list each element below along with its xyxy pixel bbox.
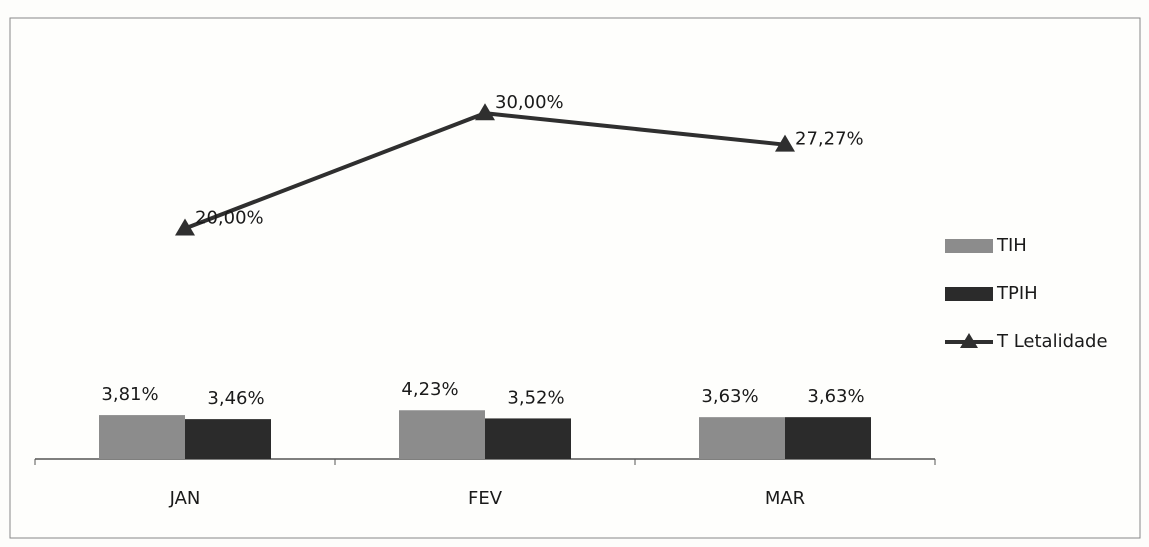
- line-value-label: 27,27%: [795, 129, 864, 150]
- line-marker: [175, 218, 195, 236]
- legend-label: TIH: [996, 235, 1027, 256]
- bar: [399, 410, 485, 459]
- bar-value-label: 3,46%: [207, 388, 264, 409]
- line-value-label: 20,00%: [195, 207, 264, 228]
- line-value-label: 30,00%: [495, 92, 564, 113]
- bar: [99, 415, 185, 459]
- x-tick-label: FEV: [468, 488, 503, 509]
- bar-value-label: 3,52%: [507, 387, 564, 408]
- bar: [185, 419, 271, 459]
- bar-value-label: 3,81%: [101, 384, 158, 405]
- bar-value-label: 3,63%: [807, 386, 864, 407]
- bar: [699, 417, 785, 459]
- legend-label: TPIH: [996, 283, 1038, 304]
- chart-frame: [9, 17, 1141, 539]
- legend-swatch: [945, 239, 993, 253]
- legend-swatch: [945, 287, 993, 301]
- bar-value-label: 3,63%: [701, 386, 758, 407]
- line-marker: [775, 134, 795, 152]
- x-tick-label: JAN: [169, 488, 201, 509]
- legend-marker: [960, 333, 978, 348]
- x-tick-label: MAR: [765, 488, 805, 509]
- legend-label: T Letalidade: [996, 331, 1108, 352]
- bar: [485, 418, 571, 459]
- bar-value-label: 4,23%: [401, 379, 458, 400]
- line-marker: [475, 103, 495, 121]
- bar: [785, 417, 871, 459]
